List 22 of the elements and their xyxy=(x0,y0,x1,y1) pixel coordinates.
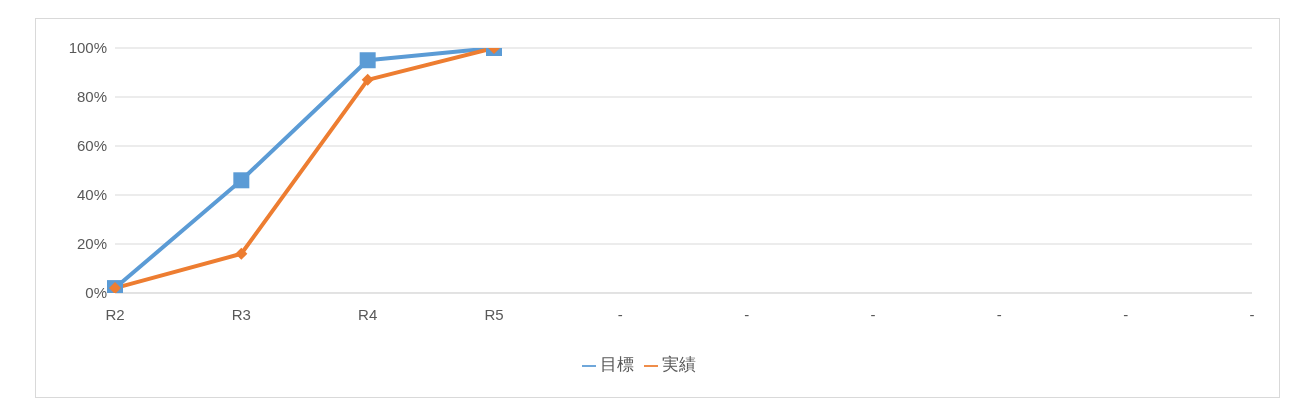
x-tick-label: - xyxy=(996,305,1002,323)
point xyxy=(359,52,376,69)
y-tick-label: 100% xyxy=(68,39,107,57)
point xyxy=(235,247,248,260)
legend-label: 目標 xyxy=(599,355,634,374)
x-tick-label: - xyxy=(1249,305,1255,323)
point xyxy=(361,73,374,86)
x-tick-label: R5 xyxy=(484,305,504,323)
y-tick-label: 40% xyxy=(76,186,107,204)
legend-label: 実績 xyxy=(661,355,696,374)
y-tick-label: 80% xyxy=(76,88,107,106)
x-tick-label: - xyxy=(870,305,876,323)
x-tick-label: - xyxy=(744,305,750,323)
y-tick-label: 20% xyxy=(76,235,107,253)
x-tick-label: R4 xyxy=(358,305,378,323)
y-tick-label: 0% xyxy=(85,284,107,302)
x-tick-label: - xyxy=(1123,305,1129,323)
y-tick-label: 60% xyxy=(76,137,107,155)
x-tick-label: - xyxy=(617,305,623,323)
point xyxy=(233,172,250,189)
x-tick-label: R3 xyxy=(231,305,251,323)
x-tick-label: R2 xyxy=(105,305,125,323)
